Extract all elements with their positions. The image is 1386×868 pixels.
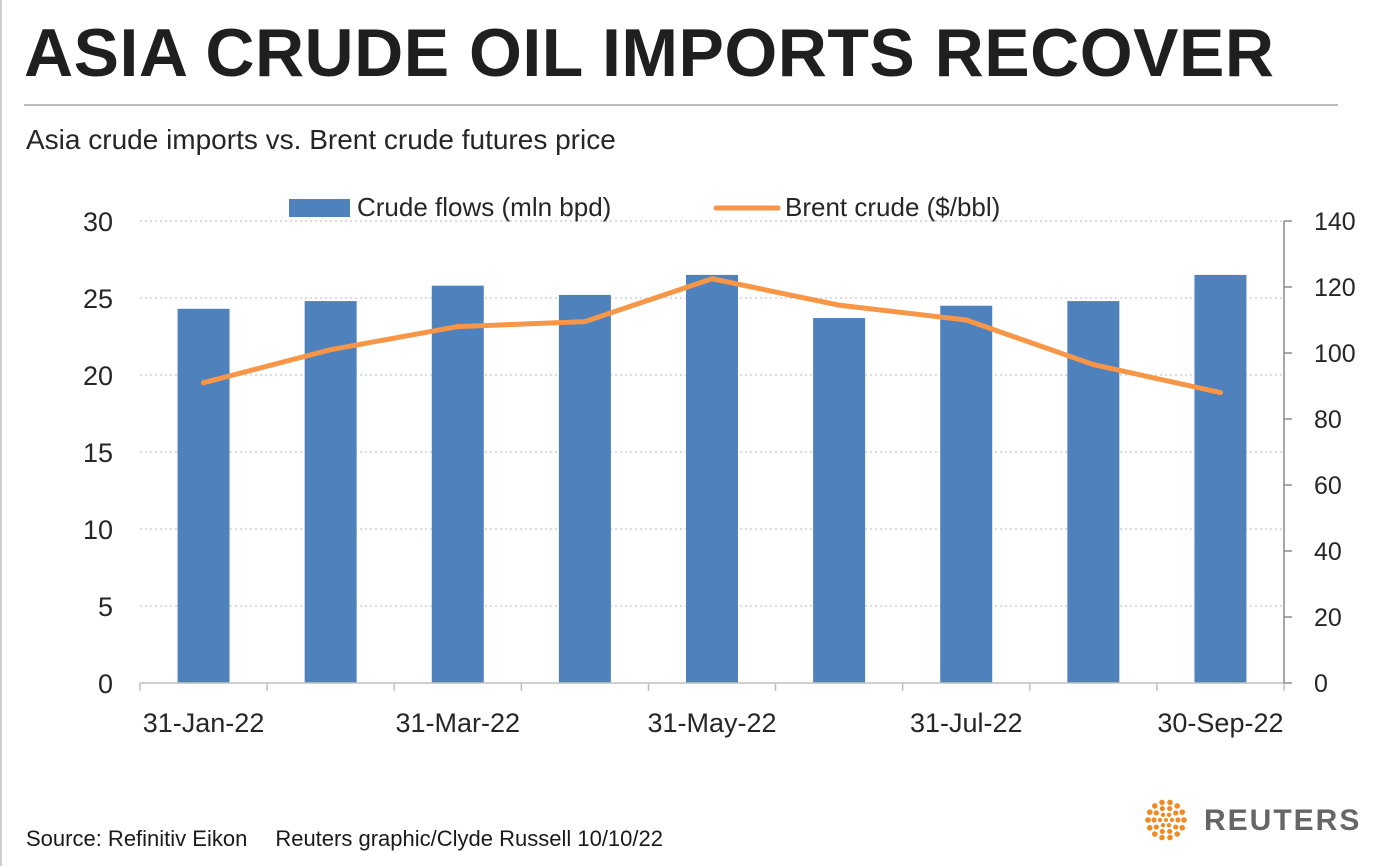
logo-dot [1174,803,1181,809]
legend-swatch-bar [289,199,350,217]
brent-point [328,347,334,353]
logo-dot [1153,810,1159,816]
logo-dot [1166,822,1172,828]
y-left-tick-label: 30 [83,207,113,237]
logo-dot [1167,828,1173,835]
credit-note: Reuters graphic/Clyde Russell 10/10/22 [275,826,663,851]
logo-dot [1146,825,1153,831]
brand-logo: REUTERS [1138,796,1368,844]
source-note: Source: Refinitiv Eikon [26,826,248,851]
x-tick-label: 31-Mar-22 [396,708,521,738]
legend-label-bar: Crude flows (mln bpd) [357,192,611,222]
brent-point [963,317,969,323]
logo-dot [1153,824,1159,830]
bar [1194,274,1247,683]
logo-dot [1145,817,1151,823]
y-right-tick-label: 120 [1314,274,1356,302]
logo-dot [1151,831,1158,837]
y-left-tick-label: 25 [83,284,113,314]
logo-dot [1164,818,1168,822]
logo-dot [1179,809,1186,815]
logo-dot [1175,817,1181,823]
y-left-tick-label: 10 [83,515,113,545]
x-tick-label: 30-Sep-22 [1157,708,1283,738]
y-right-tick-label: 140 [1314,208,1356,236]
logo-dot [1160,822,1166,828]
chart-subtitle: Asia crude imports vs. Brent crude futur… [26,124,616,155]
x-tick-label: 31-Jan-22 [143,708,265,738]
logo-dot [1179,825,1186,831]
y-left-tick-label: 0 [98,669,113,699]
logo-dot [1151,803,1158,809]
brent-point [709,276,715,282]
brent-point [582,319,588,325]
y-left-tick-label: 20 [83,361,113,391]
y-left-tick-label: 15 [83,438,113,468]
logo-dot [1173,824,1179,830]
y-right-tick-label: 20 [1314,604,1342,632]
logo-dot [1159,834,1165,841]
logo-dot [1173,810,1179,816]
logo-dot [1169,817,1175,823]
logo-dot [1167,834,1173,841]
logo-dot [1157,817,1163,823]
chart-title: ASIA CRUDE OIL IMPORTS RECOVER [24,15,1275,91]
x-tick-label: 31-May-22 [647,708,776,738]
logo-dot [1167,799,1173,806]
logo-dot [1166,812,1172,818]
y-right-tick-label: 0 [1314,670,1328,698]
logo-dot [1146,809,1153,815]
logo-dot [1174,831,1181,837]
logo-dot [1159,828,1165,835]
logo-dot [1151,817,1157,823]
logo-dot [1181,817,1187,823]
x-tick-label: 31-Jul-22 [910,708,1023,738]
brent-point [455,324,461,330]
bar [940,305,993,683]
bar [686,274,738,683]
bar [813,318,866,683]
bar [177,308,230,683]
y-right-tick-label: 60 [1314,472,1342,500]
footer: Source: Refinitiv Eikon Reuters graphic/C… [26,826,663,852]
reuters-logo-icon [1145,799,1187,841]
brand-name: REUTERS [1204,804,1362,837]
y-right-tick-label: 80 [1314,406,1342,434]
y-right-tick-label: 40 [1314,538,1342,566]
bar [558,294,611,683]
legend-label-line: Brent crude ($/bbl) [785,192,1000,222]
logo-dot [1159,799,1165,806]
bar [431,285,484,683]
bar [304,301,357,683]
logo-dot [1167,805,1173,812]
brent-point [1090,362,1096,368]
brent-point [201,380,207,386]
logo-dot [1160,812,1166,818]
brent-point [836,302,842,308]
brent-point [1217,390,1223,396]
logo-dot [1159,805,1165,812]
y-left-tick-label: 5 [98,592,113,622]
title-divider [24,104,1338,106]
y-right-tick-label: 100 [1314,340,1356,368]
